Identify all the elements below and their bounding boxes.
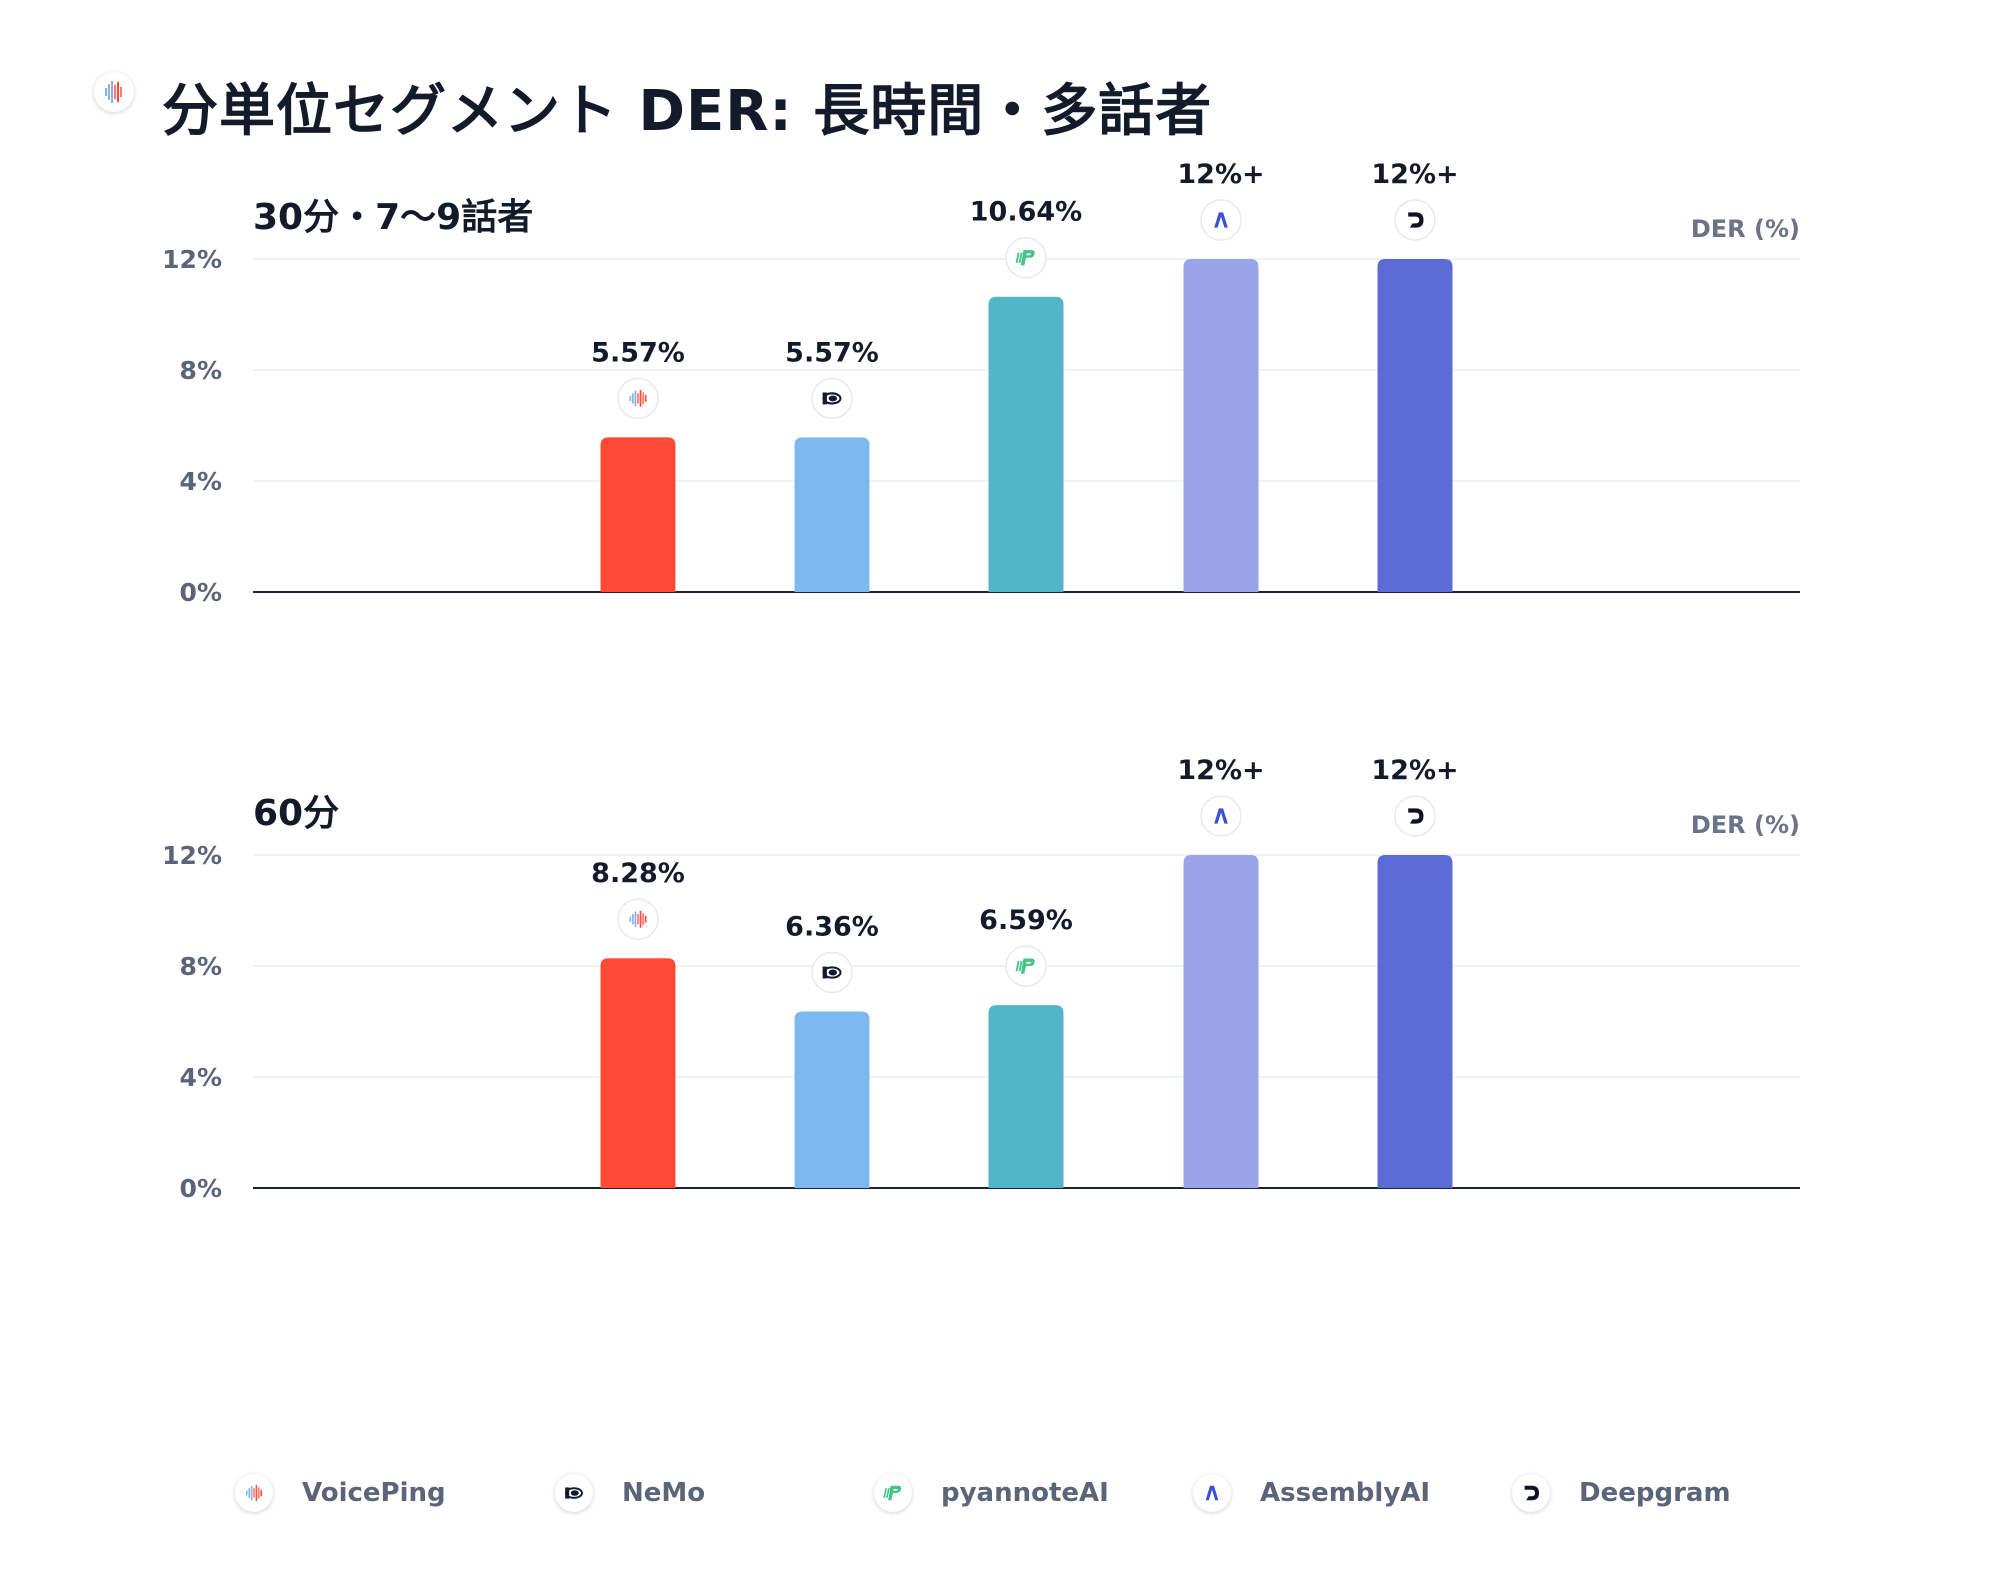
data-label: 6.36% — [785, 912, 879, 943]
data-label: 12%+ — [1371, 755, 1458, 786]
chart-subtitle: 30分・7〜9話者 — [253, 197, 533, 238]
pyannoteai-logo-icon — [874, 1474, 912, 1512]
assemblyai-logo-icon — [1200, 199, 1242, 241]
data-label: 10.64% — [970, 197, 1082, 228]
deepgram-logo-icon — [1394, 199, 1436, 241]
deepgram-logo-icon — [1394, 795, 1436, 837]
y-tick-label: 8% — [180, 952, 222, 981]
legend: VoicePing NeMo pyannoteAI AssemblyAI Deepgra… — [0, 1466, 2000, 1526]
legend-label: NeMo — [622, 1478, 706, 1508]
data-label: 12%+ — [1177, 159, 1264, 190]
pyannoteai-logo-icon — [1005, 236, 1047, 279]
legend-label: Deepgram — [1579, 1478, 1731, 1508]
y-tick-label: 0% — [180, 1174, 222, 1203]
bar-charts: 0% 4% 8% 12% 30分・7〜9話者 DER (%) 5.57% 5.57% 10.64… — [162, 159, 1800, 1203]
y-tick-label: 4% — [180, 1063, 222, 1092]
voiceping-logo-icon — [235, 1474, 273, 1512]
y-axis-label: DER (%) — [1691, 215, 1800, 243]
bar-pyannoteai — [988, 296, 1064, 592]
bar-assemblyai — [1183, 855, 1259, 1188]
pyannoteai-logo-icon — [1005, 945, 1047, 987]
y-tick-label: 0% — [180, 578, 222, 607]
y-tick-label: 8% — [180, 356, 222, 385]
voiceping-logo-icon — [617, 377, 659, 420]
y-tick-label: 12% — [162, 841, 222, 870]
deepgram-logo-icon — [1512, 1474, 1550, 1512]
voiceping-logo-icon — [94, 72, 134, 112]
nemo-logo-icon — [811, 951, 853, 994]
data-label: 6.59% — [979, 905, 1073, 936]
bar-assemblyai — [1183, 259, 1259, 592]
voiceping-logo-icon — [617, 898, 659, 940]
bar-voiceping — [600, 437, 676, 592]
data-label: 12%+ — [1177, 755, 1264, 786]
assemblyai-logo-icon — [1193, 1474, 1231, 1512]
data-label: 5.57% — [591, 337, 685, 368]
chart-panel-1: 0% 4% 8% 12% 30分・7〜9話者 DER (%) 5.57% 5.57% 10.64… — [162, 159, 1800, 607]
bar-voiceping — [600, 958, 676, 1188]
chart-subtitle: 60分 — [253, 793, 339, 834]
nemo-logo-icon — [811, 377, 853, 420]
y-tick-label: 4% — [180, 467, 222, 496]
legend-label: VoicePing — [302, 1478, 446, 1508]
bar-deepgram — [1377, 855, 1453, 1188]
page-title: 分単位セグメント DER: 長時間・多話者 — [162, 79, 1213, 144]
legend-label: AssemblyAI — [1260, 1478, 1431, 1508]
y-tick-label: 12% — [162, 245, 222, 274]
legend-label: pyannoteAI — [941, 1478, 1109, 1508]
nemo-logo-icon — [555, 1474, 593, 1512]
bar-pyannoteai — [988, 1005, 1064, 1188]
data-label: 8.28% — [591, 858, 685, 889]
assemblyai-logo-icon — [1200, 795, 1242, 837]
data-label: 5.57% — [785, 337, 879, 368]
bar-deepgram — [1377, 259, 1453, 592]
y-axis-label: DER (%) — [1691, 811, 1800, 839]
data-label: 12%+ — [1371, 159, 1458, 190]
bar-nemo — [794, 1011, 870, 1188]
bar-nemo — [794, 437, 870, 592]
chart-panel-2: 0% 4% 8% 12% 60分 DER (%) 8.28% 6.36% 6.59% 12%+ 12… — [162, 755, 1800, 1203]
